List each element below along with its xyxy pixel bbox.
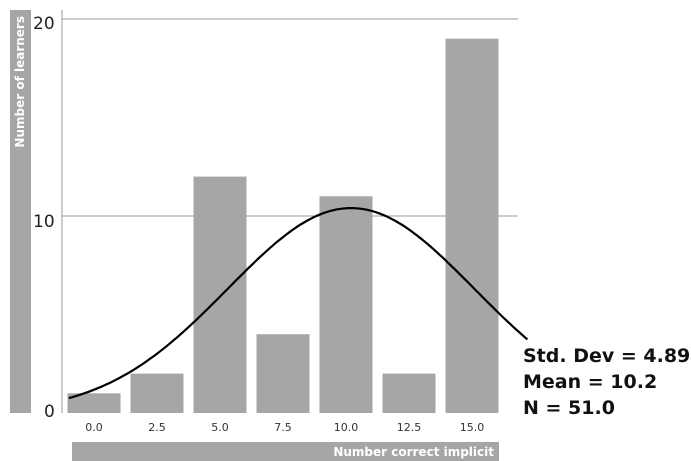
bar-7.5	[256, 334, 310, 413]
x-tick-label-15.0: 15.0	[460, 421, 485, 434]
bar-15.0	[445, 38, 499, 413]
stats-block: Std. Dev = 4.89 Mean = 10.2 N = 51.0	[523, 343, 690, 421]
x-axis-strip	[72, 442, 499, 461]
x-tick-label-12.5: 12.5	[397, 421, 422, 434]
x-tick-label-0.0: 0.0	[85, 421, 103, 434]
normal-curve	[68, 207, 529, 400]
y-axis-title: Number of learners	[13, 16, 27, 148]
n-label: N = 51.0	[523, 397, 615, 419]
x-tick-label-2.5: 2.5	[148, 421, 166, 434]
bars-group	[67, 38, 499, 413]
y-tick-label-0: 0	[44, 402, 55, 422]
x-tick-labels: 0.0 2.5 5.0 7.5 10.0 12.5 15.0	[85, 421, 484, 434]
x-axis-title: Number correct implicit	[333, 445, 494, 459]
x-tick-label-7.5: 7.5	[274, 421, 292, 434]
bar-10.0	[319, 196, 373, 413]
x-tick-label-10.0: 10.0	[334, 421, 359, 434]
bar-5.0	[193, 176, 247, 413]
y-axis-strip	[10, 10, 31, 413]
bar-0.0	[67, 393, 121, 413]
bar-2.5	[130, 373, 184, 413]
std-dev-label: Std. Dev = 4.89	[523, 345, 691, 367]
y-tick-label-20: 20	[33, 14, 55, 34]
x-tick-label-5.0: 5.0	[211, 421, 229, 434]
bar-12.5	[382, 373, 436, 413]
y-tick-label-10: 10	[33, 212, 55, 232]
mean-label: Mean = 10.2	[523, 371, 658, 393]
